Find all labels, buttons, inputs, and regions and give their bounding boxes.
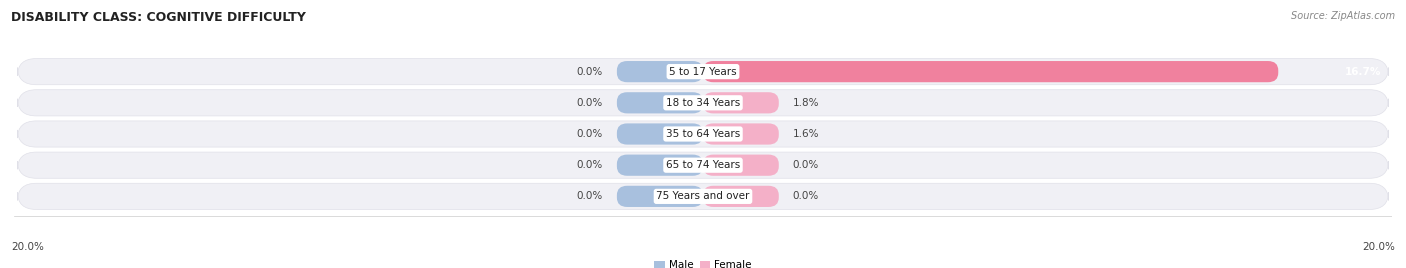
FancyBboxPatch shape — [17, 58, 1389, 85]
Legend: Male, Female: Male, Female — [650, 256, 756, 268]
FancyBboxPatch shape — [617, 123, 703, 145]
Text: 1.6%: 1.6% — [793, 129, 820, 139]
Text: 16.7%: 16.7% — [1346, 67, 1382, 77]
Text: DISABILITY CLASS: COGNITIVE DIFFICULTY: DISABILITY CLASS: COGNITIVE DIFFICULTY — [11, 11, 307, 24]
Text: 0.0%: 0.0% — [576, 191, 603, 201]
Text: 18 to 34 Years: 18 to 34 Years — [666, 98, 740, 108]
Text: Source: ZipAtlas.com: Source: ZipAtlas.com — [1291, 11, 1395, 21]
Text: 0.0%: 0.0% — [793, 160, 818, 170]
Text: 0.0%: 0.0% — [576, 98, 603, 108]
FancyBboxPatch shape — [617, 92, 703, 113]
FancyBboxPatch shape — [703, 155, 779, 176]
Text: 65 to 74 Years: 65 to 74 Years — [666, 160, 740, 170]
Text: 0.0%: 0.0% — [793, 191, 818, 201]
FancyBboxPatch shape — [617, 61, 703, 82]
Text: 35 to 64 Years: 35 to 64 Years — [666, 129, 740, 139]
FancyBboxPatch shape — [703, 61, 1278, 82]
FancyBboxPatch shape — [703, 186, 779, 207]
FancyBboxPatch shape — [17, 121, 1389, 147]
Text: 1.8%: 1.8% — [793, 98, 820, 108]
Text: 20.0%: 20.0% — [1362, 242, 1395, 252]
FancyBboxPatch shape — [617, 186, 703, 207]
Text: 75 Years and over: 75 Years and over — [657, 191, 749, 201]
FancyBboxPatch shape — [17, 90, 1389, 116]
FancyBboxPatch shape — [617, 155, 703, 176]
Text: 20.0%: 20.0% — [11, 242, 44, 252]
FancyBboxPatch shape — [17, 183, 1389, 210]
Text: 0.0%: 0.0% — [576, 160, 603, 170]
Text: 5 to 17 Years: 5 to 17 Years — [669, 67, 737, 77]
Text: 0.0%: 0.0% — [576, 67, 603, 77]
FancyBboxPatch shape — [703, 92, 779, 113]
FancyBboxPatch shape — [17, 152, 1389, 178]
FancyBboxPatch shape — [703, 123, 779, 145]
Text: 0.0%: 0.0% — [576, 129, 603, 139]
